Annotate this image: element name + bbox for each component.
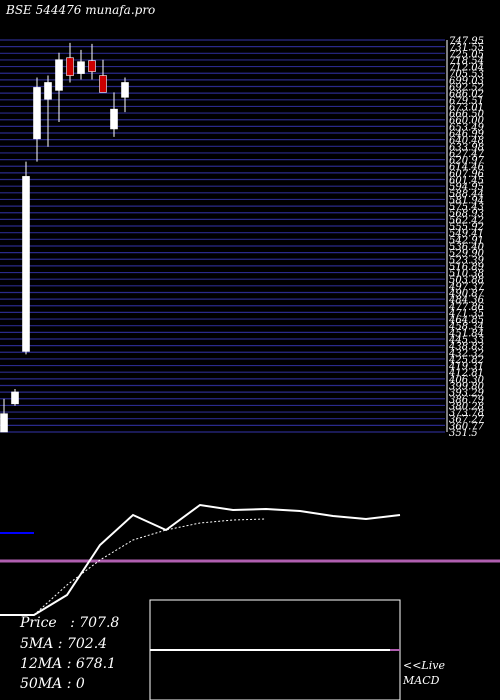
price-tick-label: 549.41: [449, 229, 484, 240]
live-link[interactable]: <<Live: [403, 659, 445, 672]
price-tick-label: 425.82: [448, 355, 484, 366]
price-tick-label: 477.86: [448, 302, 485, 313]
price-tick-label: 594.95: [449, 182, 484, 193]
price-tick-label: 633.98: [449, 142, 484, 153]
price-tick-label: 406.30: [448, 375, 485, 386]
price-tick-label: 393.29: [449, 388, 485, 399]
price-tick-label: 451.84: [448, 328, 484, 339]
price-tick-label: 575.43: [449, 202, 484, 213]
price-tick-label: 627.47: [449, 149, 485, 160]
price-tick-label: 542.91: [449, 235, 484, 246]
price-tick-label: 438.83: [448, 342, 484, 353]
price-tick-label: 601.45: [449, 176, 484, 187]
price-tick-label: 373.78: [449, 408, 484, 419]
price-tick-label: 471.35: [448, 308, 484, 319]
price-tick-label: 646.99: [449, 129, 485, 140]
ma12-readout: 12MA : 678.1: [20, 656, 116, 672]
candle-down: [66, 57, 74, 76]
indicator-line: [0, 503, 401, 616]
price-tick-label: 503.88: [449, 275, 484, 286]
price-tick-label: 747.95: [449, 36, 484, 47]
price-tick-label: 536.40: [449, 242, 485, 253]
price-tick-label: 458.34: [448, 322, 484, 333]
price-tick-label: 386.79: [449, 395, 485, 406]
macd-label: MACD: [403, 674, 440, 687]
price-tick-label: 445.33: [448, 335, 484, 346]
price-readout: Price : 707.8: [20, 615, 120, 631]
price-tick-label: 640.48: [449, 136, 484, 147]
price-tick-label: 614.46: [449, 162, 485, 173]
candle-up: [44, 82, 52, 100]
ma50-readout: 50MA : 0: [20, 676, 85, 692]
candle-down: [88, 60, 96, 72]
price-tick-label: 673.01: [449, 102, 484, 113]
candle-up: [77, 61, 85, 74]
price-tick-label: 692.52: [449, 83, 484, 94]
candle-down: [99, 75, 107, 93]
price-tick-label: 523.39: [449, 255, 485, 266]
price-tick-label: 510.38: [449, 269, 484, 280]
live-macd-label[interactable]: <<Live MACD: [403, 658, 445, 688]
candle-up: [22, 176, 30, 352]
price-tick-label: 725.05: [449, 49, 484, 60]
candle-up: [121, 82, 129, 98]
price-tick-label: 432.32: [448, 348, 484, 359]
price-tick-label: 497.37: [448, 282, 485, 293]
indicator-dashed-line: [33, 518, 267, 616]
price-tick-label: 490.87: [448, 288, 485, 299]
candle-up: [11, 391, 19, 405]
price-tick-label: 731.55: [449, 43, 484, 54]
price-tick-label: 660.00: [449, 116, 485, 127]
ma5-readout: 5MA : 702.4: [20, 636, 108, 652]
price-tick-label: 412.81: [448, 368, 484, 379]
price-tick-label: 620.97: [449, 156, 485, 167]
price-tick-label: 555.92: [449, 222, 484, 233]
chart-title: BSE 544476 munafa.pro: [6, 3, 156, 17]
price-tick-label: 588.44: [449, 189, 484, 200]
candle-up: [33, 87, 41, 140]
price-tick-label: 351.5: [449, 428, 478, 439]
price-tick-label: 581.94: [449, 195, 484, 206]
candle-up: [0, 413, 8, 433]
candle-up: [110, 108, 118, 130]
price-tick-label: 464.85: [448, 315, 484, 326]
price-tick-label: 686.02: [449, 89, 484, 100]
price-tick-label: 419.31: [448, 362, 484, 373]
candle-up: [55, 59, 63, 91]
price-tick-label: 484.36: [448, 295, 485, 306]
price-tick-label: 399.80: [449, 381, 485, 392]
price-tick-label: 679.51: [449, 96, 484, 107]
price-tick-label: 562.42: [449, 215, 484, 226]
price-tick-label: 516.89: [449, 262, 485, 273]
price-tick-label: 360.77: [449, 421, 485, 432]
price-tick-label: 529.90: [449, 249, 485, 260]
price-tick-label: 699.03: [449, 76, 484, 87]
price-tick-label: 705.53: [449, 69, 484, 80]
price-tick-label: 607.96: [449, 169, 485, 180]
price-tick-label: 568.93: [449, 209, 484, 220]
price-tick-label: 380.28: [449, 401, 484, 412]
price-tick-label: 712.04: [449, 63, 484, 74]
price-tick-label: 653.49: [449, 122, 485, 133]
price-tick-label: 367.27: [449, 415, 485, 426]
price-tick-label: 666.50: [449, 109, 485, 120]
price-tick-label: 718.54: [449, 56, 484, 67]
